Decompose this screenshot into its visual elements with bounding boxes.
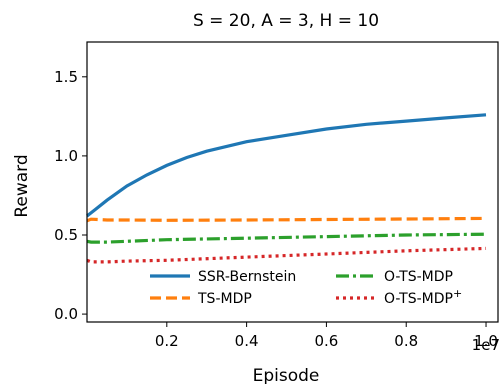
x-tick-label: 1.0 [474, 332, 498, 350]
series-line-3 [86, 232, 487, 244]
y-axis: 0.0 0.5 1.0 1.5 [54, 68, 87, 323]
x-tick-label: 0.8 [394, 332, 418, 350]
x-tick-label: 0.4 [235, 332, 259, 350]
plot-area [86, 113, 487, 264]
y-tick-label: 0.0 [54, 305, 78, 323]
legend-label: O-TS-MDP [384, 269, 453, 285]
x-axis: 0.2 0.4 0.6 0.8 1.0 [155, 322, 498, 350]
x-tick-label: 0.2 [155, 332, 179, 350]
series-line-4 [86, 246, 487, 264]
series-line-2 [86, 216, 487, 223]
legend: SSR-Bernstein TS-MDP O-TS-MDP O-TS-MDP+ [150, 269, 462, 307]
chart-title: S = 20, A = 3, H = 10 [193, 11, 379, 31]
y-axis-label: Reward [12, 154, 32, 217]
y-tick-label: 0.5 [54, 226, 78, 244]
series-line-1 [86, 113, 487, 218]
y-tick-label: 1.0 [54, 147, 78, 165]
plot-frame [86, 41, 499, 323]
legend-label: TS-MDP [197, 291, 252, 307]
legend-superscript: + [453, 287, 462, 300]
x-axis-label: Episode [253, 366, 320, 384]
x-axis-offset-label: 1e7 [472, 336, 500, 354]
legend-label: SSR-Bernstein [198, 269, 296, 285]
y-tick-label: 1.5 [54, 68, 78, 86]
x-tick-label: 0.6 [314, 332, 338, 350]
legend-label: O-TS-MDP+ [384, 287, 462, 307]
